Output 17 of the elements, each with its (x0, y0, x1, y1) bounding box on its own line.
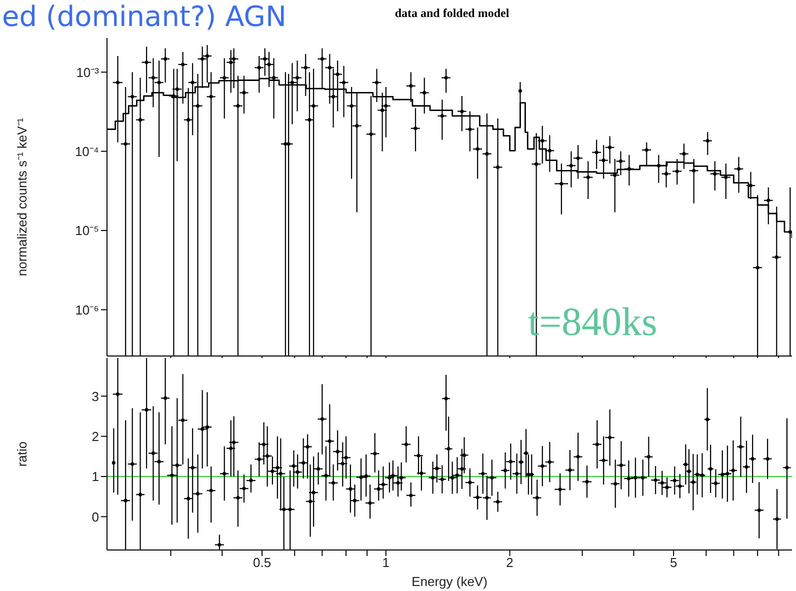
text: ed (dominant?) AGN (2, 0, 286, 34)
y-axis-title: ratio (14, 441, 30, 467)
y-tick-label: 3 (92, 388, 99, 404)
chart-title: data and folded model (394, 6, 510, 21)
y-tick-label: 0 (92, 509, 99, 524)
x-tick-label: 1 (382, 555, 390, 570)
y-tick-label: 10⁻⁵ (75, 223, 99, 238)
x-axis-title: Energy (keV) (412, 574, 488, 589)
x-tick-label: 0.5 (253, 555, 272, 570)
x-tick-label: 2 (506, 555, 514, 570)
y-tick-label: 1 (92, 469, 99, 484)
y-tick-label: 10⁻³ (76, 64, 100, 80)
x-tick-label: 5 (670, 555, 678, 570)
y-tick-label: 2 (92, 428, 99, 444)
y-tick-label: 10⁻⁶ (75, 302, 99, 318)
y-tick-label: 10⁻⁴ (74, 144, 99, 159)
y-axis-title: normalized counts s⁻¹ keV⁻¹ (14, 117, 30, 276)
